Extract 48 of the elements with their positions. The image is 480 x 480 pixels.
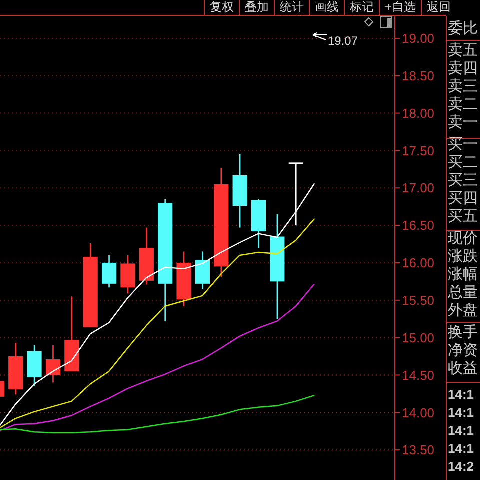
y-tick-label: 15.50 (402, 293, 435, 308)
text: 外盘 (448, 302, 478, 319)
text: 卖四 (448, 60, 478, 77)
text: 买四 (448, 190, 478, 207)
text: 画线 (309, 0, 344, 15)
text: 复权 (204, 0, 239, 15)
y-tick-label: 14.00 (402, 405, 435, 420)
text: 14:1 (448, 440, 474, 457)
text: 卖三 (448, 78, 478, 95)
text: 标记 (344, 0, 379, 15)
text: 收益 (448, 360, 478, 377)
text: 19.07 (328, 34, 358, 48)
text: 现价 (448, 230, 478, 247)
text: 买一 (448, 136, 478, 153)
candlestick (120, 254, 136, 294)
text: 叠加 (239, 0, 274, 15)
candlestick (195, 251, 210, 290)
text: 卖二 (448, 96, 478, 113)
y-tick-label: 18.50 (402, 68, 435, 84)
y-tick-label: 14.50 (402, 368, 435, 383)
text: 涨跌 (448, 248, 478, 265)
y-tick-label: 17.50 (402, 143, 435, 158)
text: 委比 (448, 20, 478, 37)
text: 净资 (448, 342, 478, 359)
y-tick-label: 18.00 (402, 106, 435, 121)
text: 买五 (448, 208, 478, 225)
y-tick-label: 17.00 (402, 180, 435, 196)
text: 涨幅 (448, 266, 478, 283)
y-tick-label: 13.50 (402, 442, 435, 458)
text: 买二 (448, 154, 478, 171)
y-tick-label: 16.50 (402, 218, 435, 234)
text: 14:1 (448, 386, 474, 403)
text: +自选 (379, 0, 422, 15)
y-tick-label: 16.00 (402, 256, 435, 271)
text: 14:2 (448, 458, 474, 475)
text: 卖五 (448, 42, 478, 59)
text: 14:1 (448, 422, 474, 439)
text: 返回 (421, 0, 456, 15)
y-tick-label: 19.00 (402, 31, 435, 46)
text: 总量 (448, 284, 478, 301)
text: 换手 (448, 324, 478, 341)
text: 14:1 (448, 404, 474, 421)
text: 卖一 (448, 114, 478, 131)
y-tick-label: 15.00 (402, 330, 435, 346)
candlestick (46, 344, 61, 384)
candlestick (102, 254, 117, 288)
text: 买三 (448, 172, 478, 189)
text: 统计 (274, 0, 309, 15)
